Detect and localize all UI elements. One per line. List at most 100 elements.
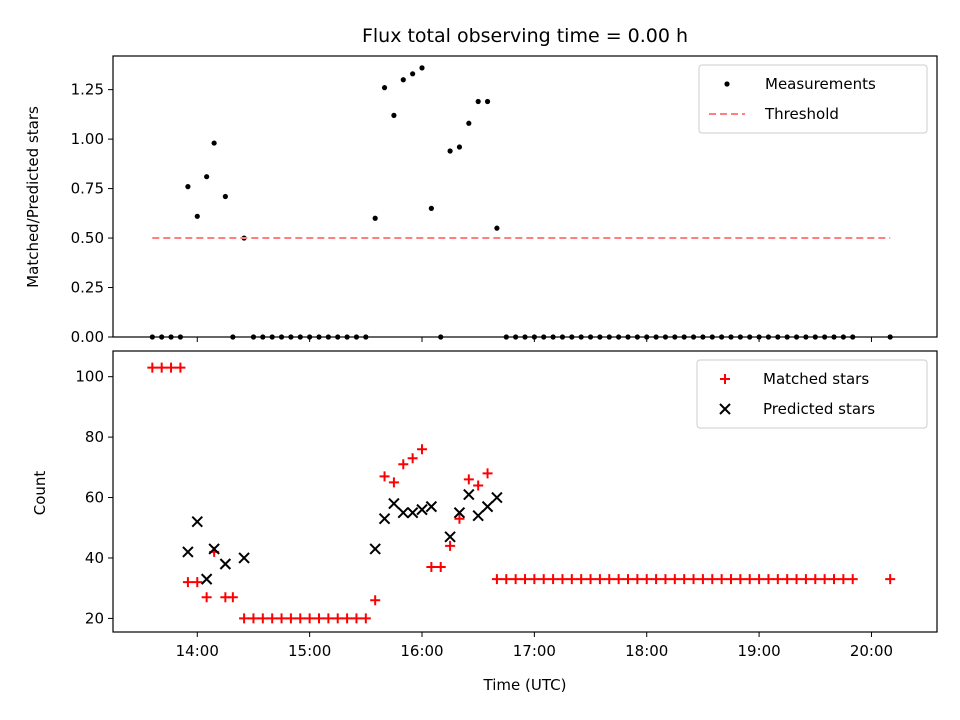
- matched-stars-point: [388, 477, 399, 488]
- matched-stars-point: [454, 513, 465, 524]
- measurements-point: [466, 120, 472, 126]
- y-tick-label: 0.25: [71, 279, 104, 297]
- x-tick-label: 17:00: [513, 642, 556, 660]
- x-tick-label: 14:00: [176, 642, 219, 660]
- matched-stars-point: [192, 577, 203, 588]
- matched-stars-point: [697, 574, 708, 585]
- measurements-point: [447, 148, 453, 154]
- y-tick-label: 1.25: [71, 81, 104, 99]
- matched-stars-point: [166, 362, 177, 373]
- matched-stars-point: [800, 574, 811, 585]
- matched-stars-point: [182, 577, 193, 588]
- count-legend: Matched stars Predicted stars: [696, 359, 928, 429]
- y-tick-label: 100: [75, 368, 104, 386]
- matched-stars-point: [829, 574, 839, 585]
- matched-stars-point: [510, 574, 521, 585]
- matched-stars-point: [473, 480, 484, 491]
- matched-stars-point: [239, 613, 250, 624]
- matched-stars-point: [548, 574, 559, 585]
- matched-stars-point: [623, 574, 633, 585]
- ratio-y-ticks: 0.00 0.25 0.50 0.75 1.00 1.25: [71, 81, 113, 346]
- predicted-stars-point: [425, 500, 438, 513]
- matched-stars-point: [304, 613, 315, 624]
- matched-stars-point: [501, 574, 512, 585]
- x-tick-label: 20:00: [850, 642, 893, 660]
- matched-stars-point: [726, 574, 736, 585]
- measurements-point: [494, 225, 500, 231]
- matched-stars-point: [651, 574, 662, 585]
- y-tick-label: 0.75: [71, 180, 104, 198]
- y-tick-label: 60: [85, 489, 104, 507]
- matched-stars-point: [585, 574, 596, 585]
- measurements-point: [211, 140, 217, 146]
- predicted-stars-point: [491, 491, 503, 504]
- matched-stars-point: [257, 613, 268, 624]
- x-tick-label: 15:00: [288, 642, 331, 660]
- matched-stars-point: [156, 362, 167, 373]
- predicted-stars-point: [182, 546, 194, 558]
- x-tick-label: 18:00: [625, 642, 668, 660]
- matched-stars-point: [688, 574, 699, 585]
- matched-stars-point: [810, 574, 821, 585]
- matched-stars-point: [538, 574, 549, 585]
- matched-stars-point: [520, 574, 530, 585]
- matched-stars-point: [782, 574, 793, 585]
- measurements-point: [419, 65, 425, 71]
- matched-stars-point: [529, 574, 540, 585]
- y-tick-label: 1.00: [71, 130, 104, 148]
- measurements-point: [391, 112, 397, 118]
- matched-stars-point: [295, 613, 306, 624]
- predicted-stars-point: [444, 531, 456, 543]
- matched-stars-point: [791, 574, 802, 585]
- measurements-point: [484, 98, 491, 105]
- ratio-axes-frame: [112, 55, 938, 338]
- matched-stars-point: [463, 474, 474, 485]
- matched-stars-point: [847, 574, 858, 585]
- predicted-stars-point: [238, 552, 250, 564]
- matched-stars-point: [763, 574, 774, 585]
- matched-stars-point: [716, 574, 727, 585]
- matched-stars-point: [744, 574, 755, 585]
- matched-stars-point: [248, 613, 259, 624]
- y-tick-label: 80: [85, 428, 104, 446]
- matched-stars-point: [754, 574, 765, 585]
- x-tick-label: 19:00: [737, 642, 780, 660]
- predicted-stars-point: [453, 506, 466, 519]
- matched-stars-point: [227, 592, 238, 603]
- predicted-stars-point: [463, 488, 475, 501]
- count-y-axis-label: Count: [31, 471, 49, 516]
- predicted-stars-point: [388, 497, 400, 510]
- predicted-stars-point: [200, 573, 213, 585]
- matched-stars-point: [885, 574, 896, 585]
- matched-stars-point: [370, 595, 381, 606]
- predicted-stars-point: [481, 500, 494, 513]
- legend-label-threshold: Threshold: [764, 105, 839, 123]
- predicted-stars-point: [191, 516, 203, 528]
- matched-stars-point: [679, 574, 690, 585]
- y-tick-label: 40: [85, 549, 104, 567]
- legend-label-matched-stars: Matched stars: [763, 370, 869, 388]
- legend-swatch-matched-stars: [720, 374, 730, 384]
- measurements-point: [475, 98, 481, 105]
- matched-stars-point: [332, 613, 343, 624]
- matched-stars-point: [147, 362, 158, 373]
- count-axes-frame: [112, 350, 938, 633]
- matched-stars-point: [576, 574, 587, 585]
- legend-label-measurements: Measurements: [765, 75, 876, 93]
- matched-stars-point: [398, 459, 409, 470]
- measurements-point: [456, 144, 463, 150]
- ratio-legend: Measurements Threshold: [698, 64, 928, 134]
- measurements-point: [194, 213, 200, 219]
- matched-stars-point: [285, 613, 296, 624]
- matched-stars-point: [351, 613, 362, 624]
- matched-stars-point: [201, 592, 212, 603]
- measurements-point: [410, 71, 416, 77]
- matched-stars-point: [660, 574, 671, 585]
- measurements-point: [400, 77, 406, 83]
- measurements-point: [381, 85, 388, 91]
- count-panel: 20 40 60 80 100 14:00 15:00 16:00 17:00 18:00 19:…: [31, 350, 938, 694]
- count-x-ticks: 14:00 15:00 16:00 17:00 18:00 19:00 20:00: [176, 632, 893, 660]
- ratio-panel: 0.00 0.25 0.50 0.75 1.00 1.25 Matched/Predict…: [24, 55, 938, 346]
- legend-box: [698, 64, 928, 134]
